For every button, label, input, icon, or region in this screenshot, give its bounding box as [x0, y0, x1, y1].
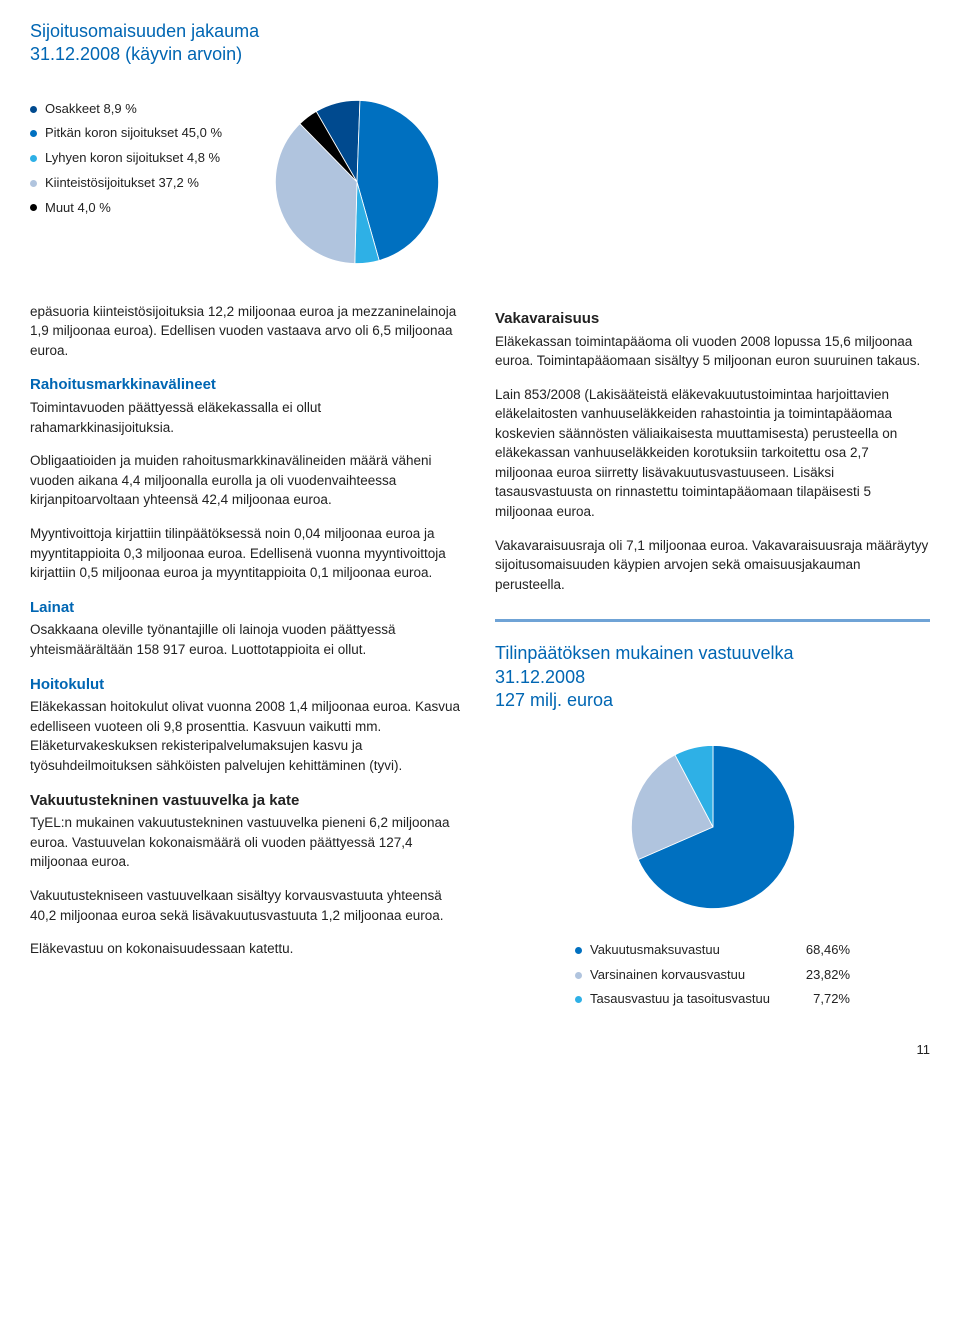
heading-vakuutustek: Vakuutustekninen vastuuvelka ja kate [30, 790, 465, 812]
legend-label: Tasausvastuu ja tasoitusvastuu [590, 987, 790, 1012]
chart1-row: Osakkeet 8,9 %Pitkän koron sijoitukset 4… [30, 97, 930, 272]
vakuutustek-p2: Vakuutustekniseen vastuuvelkaan sisältyy… [30, 886, 465, 925]
chart1-title: Sijoitusomaisuuden jakauma 31.12.2008 (k… [30, 20, 930, 67]
chart2-legend: Vakuutusmaksuvastuu68,46%Varsinainen kor… [575, 938, 850, 1012]
lainat-p1: Osakkaana oleville työnantajille oli lai… [30, 620, 465, 659]
vakavaraisuus-p3: Vakavaraisuusraja oli 7,1 miljoonaa euro… [495, 536, 930, 595]
legend-label: Kiinteistösijoitukset 37,2 % [45, 171, 199, 196]
body-columns: epäsuoria kiinteistösijoituksia 12,2 mil… [30, 302, 930, 1012]
chart2-title-line2: 31.12.2008 [495, 667, 585, 687]
chart2-block: Vakuutusmaksuvastuu68,46%Varsinainen kor… [495, 742, 930, 1012]
chart1-legend-item: Osakkeet 8,9 % [30, 97, 222, 122]
heading-lainat: Lainat [30, 597, 465, 619]
vakuutustek-p3: Eläkevastuu on kokonaisuudessaan katettu… [30, 939, 465, 959]
chart1-legend-item: Muut 4,0 % [30, 196, 222, 221]
legend-value: 7,72% [790, 987, 850, 1012]
vakuutustek-p1: TyEL:n mukainen vakuutustekninen vastuuv… [30, 813, 465, 872]
legend-bullet [30, 130, 37, 137]
section-divider [495, 619, 930, 622]
legend-label: Muut 4,0 % [45, 196, 111, 221]
legend-bullet [30, 180, 37, 187]
rahoitus-p3: Myyntivoittoja kirjattiin tilinpäätökses… [30, 524, 465, 583]
vakavaraisuus-p2: Lain 853/2008 (Lakisääteistä eläkevakuut… [495, 385, 930, 522]
chart1-legend-item: Lyhyen koron sijoitukset 4,8 % [30, 146, 222, 171]
hoitokulut-p1: Eläkekassan hoitokulut olivat vuonna 200… [30, 697, 465, 775]
left-intro-text: epäsuoria kiinteistösijoituksia 12,2 mil… [30, 302, 465, 361]
chart2-pie [628, 742, 798, 912]
heading-vakavaraisuus: Vakavaraisuus [495, 308, 930, 330]
page-number: 11 [30, 1042, 930, 1057]
legend-value: 68,46% [790, 938, 850, 963]
chart1-legend-item: Pitkän koron sijoitukset 45,0 % [30, 121, 222, 146]
chart1-legend: Osakkeet 8,9 %Pitkän koron sijoitukset 4… [30, 97, 222, 220]
heading-rahoitus: Rahoitusmarkkinavälineet [30, 374, 465, 396]
legend-bullet [575, 947, 582, 954]
rahoitus-p1: Toimintavuoden päättyessä eläkekassalla … [30, 398, 465, 437]
chart1-title-line1: Sijoitusomaisuuden jakauma [30, 21, 259, 41]
chart1-title-line2: 31.12.2008 (käyvin arvoin) [30, 44, 242, 64]
chart2-legend-item: Varsinainen korvausvastuu23,82% [575, 963, 850, 988]
legend-bullet [575, 996, 582, 1003]
legend-label: Pitkän koron sijoitukset 45,0 % [45, 121, 222, 146]
legend-bullet [30, 204, 37, 211]
legend-bullet [575, 972, 582, 979]
legend-bullet [30, 155, 37, 162]
legend-label: Osakkeet 8,9 % [45, 97, 137, 122]
chart1-pie [272, 97, 442, 272]
chart2-legend-item: Vakuutusmaksuvastuu68,46% [575, 938, 850, 963]
legend-bullet [30, 106, 37, 113]
legend-label: Varsinainen korvausvastuu [590, 963, 790, 988]
chart1-section: Sijoitusomaisuuden jakauma 31.12.2008 (k… [30, 20, 930, 272]
chart1-legend-item: Kiinteistösijoitukset 37,2 % [30, 171, 222, 196]
heading-hoitokulut: Hoitokulut [30, 674, 465, 696]
rahoitus-p2: Obligaatioiden ja muiden rahoitusmarkkin… [30, 451, 465, 510]
chart2-legend-item: Tasausvastuu ja tasoitusvastuu7,72% [575, 987, 850, 1012]
legend-label: Vakuutusmaksuvastuu [590, 938, 790, 963]
right-column: Vakavaraisuus Eläkekassan toimintapääoma… [495, 302, 930, 1012]
chart2-title-line1: Tilinpäätöksen mukainen vastuuvelka [495, 643, 794, 663]
legend-value: 23,82% [790, 963, 850, 988]
chart2-title-line3: 127 milj. euroa [495, 690, 613, 710]
left-column: epäsuoria kiinteistösijoituksia 12,2 mil… [30, 302, 465, 1012]
vakavaraisuus-p1: Eläkekassan toimintapääoma oli vuoden 20… [495, 332, 930, 371]
chart2-title: Tilinpäätöksen mukainen vastuuvelka 31.1… [495, 642, 930, 712]
legend-label: Lyhyen koron sijoitukset 4,8 % [45, 146, 220, 171]
